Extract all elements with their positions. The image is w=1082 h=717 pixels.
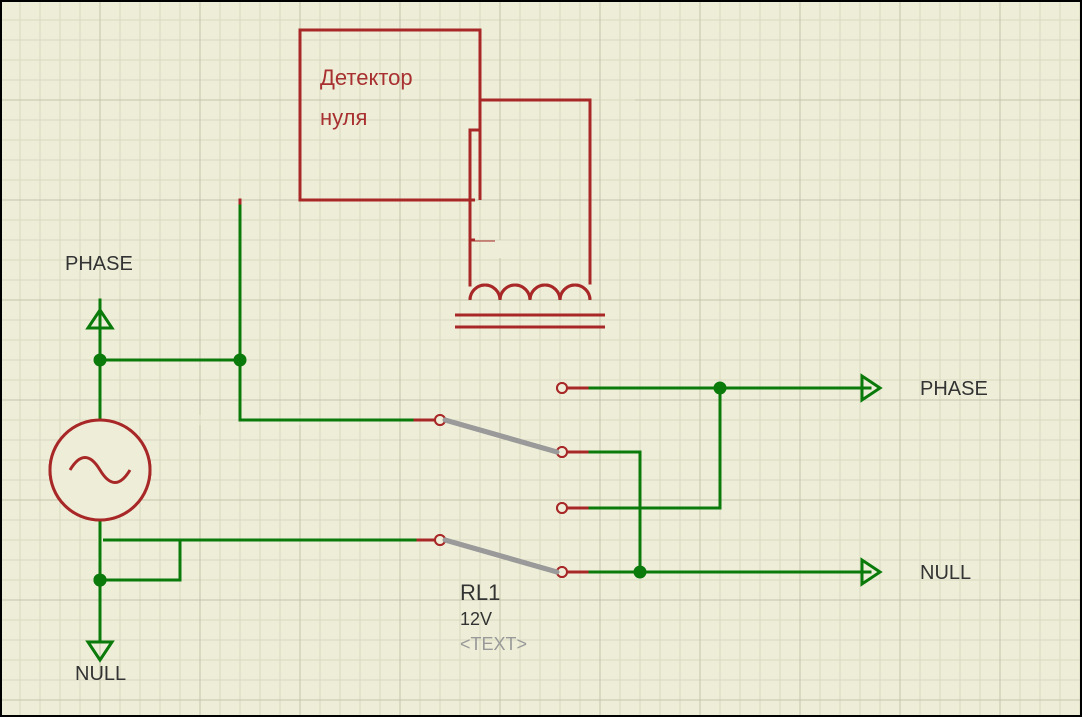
null-label-right: NULL: [920, 562, 971, 584]
null-label-left: NULL: [75, 663, 126, 685]
schematic-canvas: Детектор нуля PHASE NULL PHASE NULL RL1 12V <TEX…: [0, 0, 1082, 717]
phase-label-left: PHASE: [65, 253, 133, 275]
relay-voltage: 12V: [460, 609, 492, 629]
detector-label-1: Детектор: [320, 65, 413, 90]
detector-label-2: нуля: [320, 105, 367, 130]
relay-text-placeholder: <TEXT>: [460, 634, 527, 654]
relay-name: RL1: [460, 580, 500, 605]
phase-label-right: PHASE: [920, 378, 988, 400]
